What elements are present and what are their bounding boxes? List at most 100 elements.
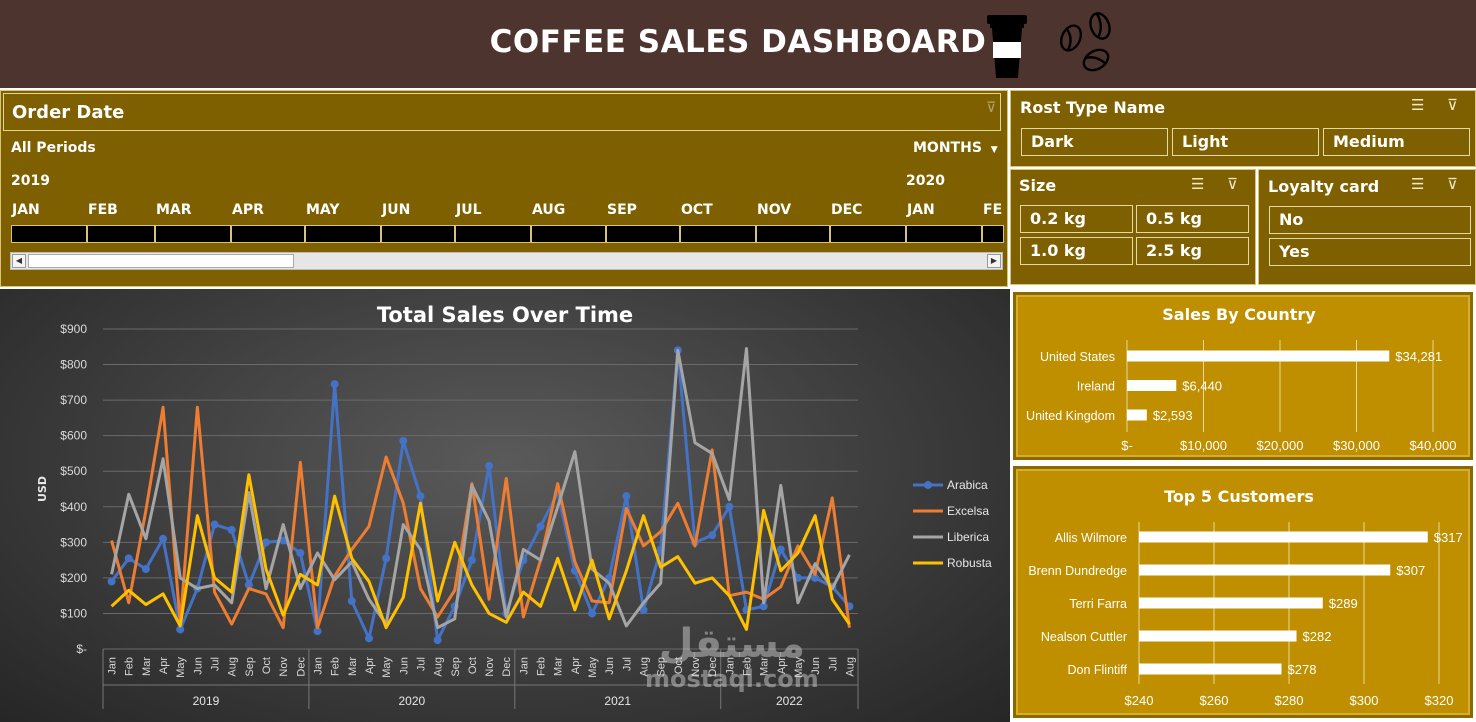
timeline-title: Order Date (12, 102, 125, 123)
clear-filter-icon[interactable]: ⊽ (1447, 96, 1458, 114)
slicer-item-medium[interactable]: Medium (1323, 128, 1470, 156)
data-point-arabica (141, 565, 150, 573)
chart-title: Total Sales Over Time (377, 303, 633, 327)
category-label: Brenn Dundredge (1028, 564, 1127, 578)
x-tick-label: Apr (776, 657, 788, 674)
x-tick-label: Feb (741, 657, 753, 676)
year-label: 2022 (776, 694, 803, 708)
scroll-thumb[interactable] (28, 254, 294, 268)
bar (1139, 630, 1297, 642)
x-tick-label: $20,000 (1257, 438, 1304, 453)
category-label: United Kingdom (1026, 409, 1115, 423)
x-tick-label: Oct (673, 657, 685, 674)
slicer-item-yes[interactable]: Yes (1269, 238, 1471, 266)
multi-select-icon[interactable]: ☰ (1411, 175, 1425, 193)
x-tick-label: May (587, 657, 599, 678)
category-label: Ireland (1077, 380, 1115, 394)
series-line-liberica (110, 347, 851, 630)
slicer-item-no[interactable]: No (1269, 206, 1471, 234)
year-label: 2020 (399, 694, 426, 708)
loyalty-slicer-title: Loyalty card (1268, 177, 1380, 196)
timeline-month-cell[interactable] (531, 225, 606, 243)
x-tick-label: Mar (141, 657, 153, 676)
timeline-month-label: FEB (88, 202, 118, 218)
timeline-month-label: SEP (607, 202, 637, 218)
category-label: Nealson Cuttler (1041, 630, 1127, 644)
timeline-month-cell[interactable] (455, 225, 531, 243)
multi-select-icon[interactable]: ☰ (1191, 175, 1205, 193)
coffee-cup-icon (987, 15, 1027, 78)
timeline-month-cell[interactable] (231, 225, 305, 243)
x-tick-label: $30,000 (1333, 438, 1380, 453)
data-point-arabica (485, 461, 494, 470)
slicer-item-0-5kg[interactable]: 0.5 kg (1136, 205, 1249, 233)
timeline-month-label: JUN (382, 202, 411, 218)
top-customers-chart: Top 5 Customers $240 $260 $280 $300 $320 Allis… (1028, 487, 1462, 708)
slicer-item-light[interactable]: Light (1172, 128, 1319, 156)
scroll-left-arrow[interactable]: ◀ (12, 254, 26, 268)
timeline-month-cell[interactable] (906, 225, 982, 243)
data-point-arabica (588, 609, 597, 618)
x-tick-label: Oct (467, 657, 479, 674)
slicer-item-0-2kg[interactable]: 0.2 kg (1020, 205, 1133, 233)
top-customers-panel (1013, 466, 1473, 718)
data-point-arabica (296, 549, 305, 557)
timeline-month-cell[interactable] (680, 225, 756, 243)
size-slicer: Size ☰ ⊽ 0.2 kg 0.5 kg 1.0 kg 2.5 kg (1010, 169, 1256, 285)
bar (1127, 409, 1147, 421)
x-tick-label: Sep (450, 657, 462, 677)
x-tick-label: Feb (330, 657, 342, 676)
slicer-item-1-0kg[interactable]: 1.0 kg (1020, 237, 1133, 265)
order-date-timeline[interactable]: Order Date ⊽ All Periods MONTHS ▼ 2019 2… (0, 90, 1008, 287)
timeline-month-label: JUL (456, 202, 482, 218)
clear-filter-icon[interactable]: ⊽ (986, 100, 997, 116)
slicer-item-2-5kg[interactable]: 2.5 kg (1136, 237, 1249, 265)
dashboard-title: COFFEE SALES DASHBOARD (489, 24, 987, 60)
timeline-range-label: All Periods (11, 140, 96, 156)
clear-filter-icon[interactable]: ⊽ (1447, 175, 1458, 193)
data-point-arabica (313, 627, 322, 636)
slicer-item-dark[interactable]: Dark (1021, 128, 1168, 156)
x-tick-label: Feb (124, 657, 136, 676)
timeline-month-cell[interactable] (756, 225, 830, 243)
data-point-arabica (776, 545, 785, 554)
x-tick-label: May (793, 657, 805, 678)
data-point-arabica (433, 636, 442, 645)
timeline-month-cell[interactable] (982, 225, 1004, 243)
timeline-month-cell[interactable] (155, 225, 231, 243)
data-point-arabica (262, 538, 271, 547)
timeline-month-cell[interactable] (305, 225, 381, 243)
watermark-arabic: مستقل (658, 621, 805, 667)
x-tick-label: May (381, 657, 393, 678)
timeline-month-cell[interactable] (11, 225, 87, 243)
x-tick-label: Mar (347, 657, 359, 676)
timeline-month-label: JAN (12, 202, 40, 218)
x-tick-label: Aug (844, 657, 856, 677)
data-point-arabica (124, 554, 133, 563)
multi-select-icon[interactable]: ☰ (1411, 96, 1425, 114)
timeline-header: Order Date ⊽ (3, 93, 1001, 131)
timeline-level-dropdown[interactable]: MONTHS ▼ (913, 140, 998, 156)
chevron-down-icon: ▼ (990, 145, 998, 155)
legend-marker (924, 481, 932, 489)
legend-label: Liberica (947, 530, 989, 544)
data-point-arabica (330, 380, 339, 389)
data-label: $34,281 (1395, 349, 1442, 364)
timeline-scrollbar[interactable]: ◀ ▶ (10, 252, 1003, 270)
roast-type-slicer: Rost Type Name ☰ ⊽ Dark Light Medium (1010, 90, 1476, 167)
data-label: $278 (1288, 662, 1317, 677)
x-tick-label: $40,000 (1410, 438, 1457, 453)
timeline-month-label: APR (232, 202, 264, 218)
timeline-month-cell[interactable] (606, 225, 680, 243)
clear-filter-icon[interactable]: ⊽ (1227, 175, 1238, 193)
scroll-right-arrow[interactable]: ▶ (987, 254, 1001, 268)
timeline-month-cell[interactable] (830, 225, 906, 243)
timeline-month-cell[interactable] (87, 225, 155, 243)
category-label: Terri Farra (1069, 597, 1127, 611)
x-tick-label: Mar (553, 657, 565, 676)
timeline-month-cell[interactable] (381, 225, 455, 243)
data-label: $6,440 (1182, 379, 1222, 394)
y-tick-label: $700 (60, 393, 87, 407)
size-slicer-title: Size (1019, 176, 1057, 195)
x-tick-label: Dec (295, 657, 307, 677)
